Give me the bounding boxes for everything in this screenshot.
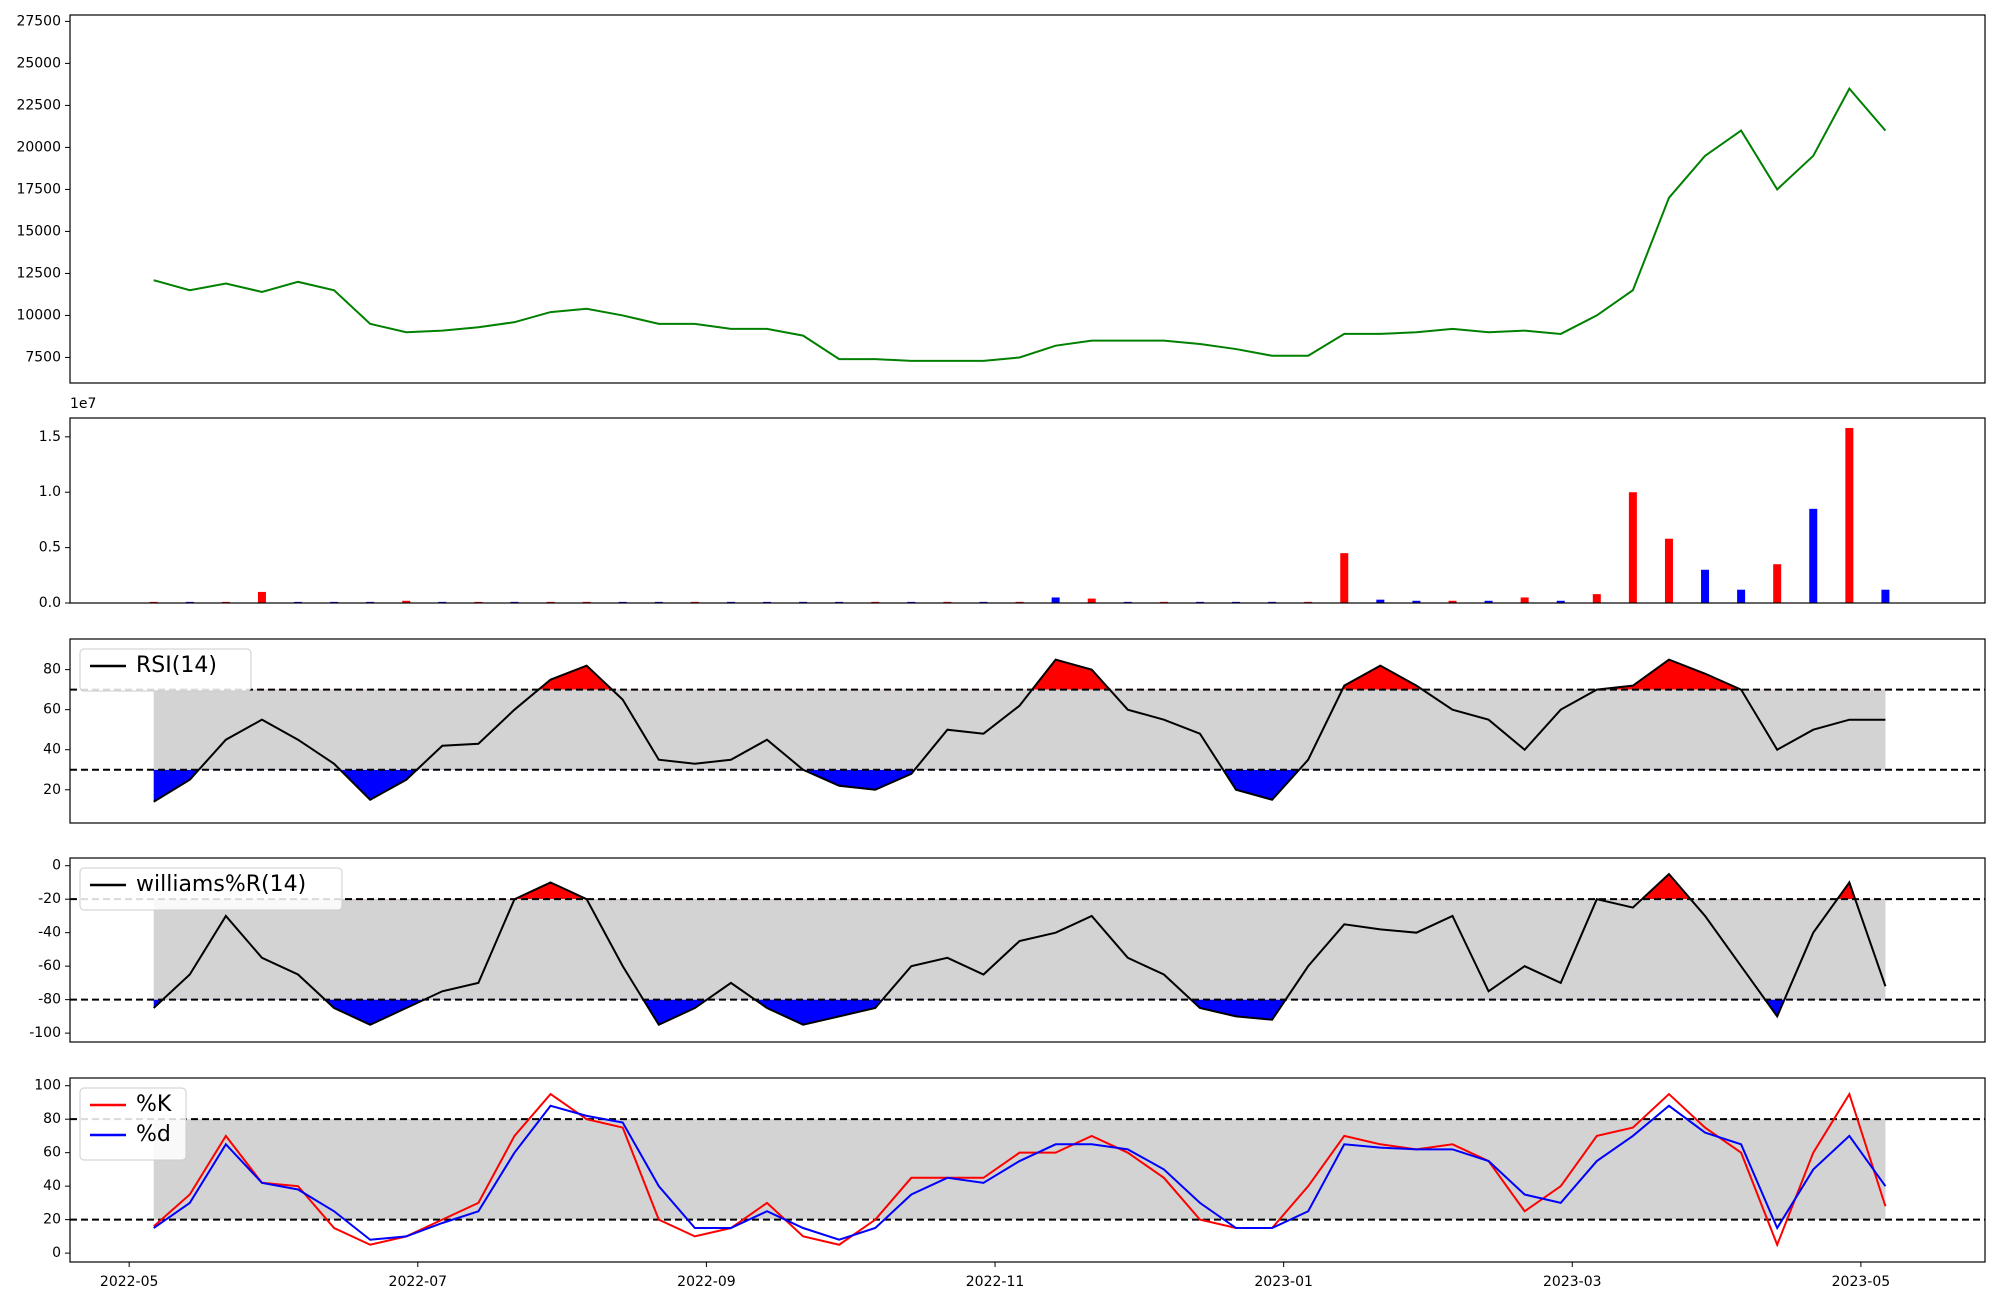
legend: williams%R(14) — [79, 867, 343, 911]
y-tick-label: 100 — [34, 1078, 61, 1094]
volume-bar — [1737, 589, 1746, 603]
volume-bar — [1773, 564, 1782, 603]
volume-bar — [1412, 600, 1421, 603]
volume-bar — [1087, 598, 1096, 603]
y-tick-label: 60 — [43, 702, 61, 718]
series-line — [153, 872, 1887, 1027]
y-tick-label: -40 — [38, 925, 61, 941]
panel: 20 40 60 80 RSI(14) — [43, 638, 1986, 824]
y-tick-label: 20000 — [16, 139, 61, 155]
volume-bar — [1448, 600, 1457, 603]
x-tick-label: 2023-05 — [1832, 1274, 1891, 1290]
x-tick-label: 2022-05 — [100, 1274, 159, 1290]
y-tick-label: 7500 — [25, 349, 61, 365]
y-tick-label: 27500 — [16, 13, 61, 29]
offset-label: 1e7 — [70, 396, 96, 412]
volume-bar — [1051, 597, 1060, 603]
y-tick-label: 80 — [43, 1111, 61, 1127]
volume-bar — [1701, 569, 1710, 603]
volume-bar — [1484, 600, 1493, 603]
panel: -100 -80 -60 -40 -20 0 williams%R(14) — [29, 857, 1986, 1043]
x-tick-label: 2022-07 — [389, 1274, 448, 1290]
threshold-band — [153, 899, 1886, 1000]
legend-box — [79, 648, 252, 692]
y-tick-label: 20 — [43, 1212, 61, 1228]
y-tick-label: 40 — [43, 1178, 61, 1194]
y-tick-label: 80 — [43, 662, 61, 678]
y-tick-label: 1.0 — [39, 484, 61, 500]
series-line — [153, 1091, 1887, 1248]
y-tick-label: -100 — [29, 1025, 61, 1041]
y-tick-label: 1.5 — [39, 429, 61, 445]
legend: RSI(14) — [79, 648, 252, 692]
volume-bar — [1340, 553, 1349, 603]
legend-label: RSI(14) — [136, 653, 217, 678]
volume-bar — [1592, 594, 1601, 603]
volume-bar — [257, 591, 266, 603]
volume-bar — [1881, 589, 1890, 603]
legend-label: williams%R(14) — [136, 872, 306, 897]
y-tick-label: 0.0 — [39, 595, 61, 611]
x-tick-label: 2023-01 — [1254, 1274, 1313, 1290]
y-tick-label: 12500 — [16, 265, 61, 281]
y-tick-label: 22500 — [16, 97, 61, 113]
y-tick-label: 0 — [52, 1245, 61, 1261]
panel: 7500 10000 12500 15000 17500 20000 22500 25000 2… — [16, 13, 1986, 384]
y-tick-label: -80 — [38, 992, 61, 1008]
panel: 0 20 40 60 80 100 %K %d 2022-05 2022-07 2022-09 202… — [34, 1077, 1986, 1290]
volume-bar — [1628, 492, 1637, 603]
y-tick-label: 10000 — [16, 307, 61, 323]
y-tick-label: -20 — [38, 891, 61, 907]
x-tick-label: 2022-09 — [677, 1274, 736, 1290]
axes-frame — [69, 417, 1986, 604]
y-tick-label: -60 — [38, 958, 61, 974]
axes-frame — [69, 14, 1986, 384]
series-line — [153, 86, 1887, 362]
volume-bar — [1556, 600, 1565, 603]
y-tick-label: 60 — [43, 1145, 61, 1161]
volume-bar — [1845, 427, 1854, 603]
threshold-band — [153, 1119, 1886, 1220]
x-tick-label: 2022-11 — [966, 1274, 1025, 1290]
volume-bar — [1376, 599, 1385, 603]
y-tick-label: 25000 — [16, 55, 61, 71]
axes-frame — [69, 857, 1986, 1043]
y-tick-label: 20 — [43, 782, 61, 798]
y-tick-label: 40 — [43, 742, 61, 758]
volume-bar — [1809, 508, 1818, 603]
volume-bar — [1520, 597, 1529, 603]
legend-label: %d — [136, 1122, 171, 1147]
axes-frame — [69, 638, 1986, 824]
y-tick-label: 17500 — [16, 181, 61, 197]
series-line — [153, 1104, 1887, 1241]
legend: %K %d — [79, 1087, 187, 1161]
volume-bar — [402, 600, 411, 603]
y-tick-label: 15000 — [16, 223, 61, 239]
legend-label: %K — [136, 1092, 172, 1117]
series-line — [153, 658, 1886, 803]
legend-box — [79, 867, 343, 911]
threshold-band — [153, 689, 1886, 770]
y-tick-label: 0 — [52, 858, 61, 874]
panel: 1e7 0.0 0.5 1.0 1.5 — [39, 396, 1986, 611]
axes-frame — [69, 1077, 1986, 1263]
volume-bar — [1664, 538, 1673, 603]
y-tick-label: 0.5 — [39, 540, 61, 556]
x-tick-label: 2023-03 — [1543, 1274, 1602, 1290]
